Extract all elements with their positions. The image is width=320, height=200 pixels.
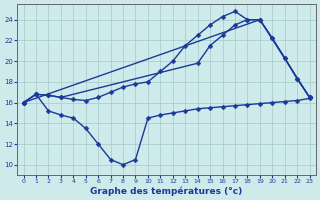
- X-axis label: Graphe des températures (°c): Graphe des températures (°c): [91, 186, 243, 196]
